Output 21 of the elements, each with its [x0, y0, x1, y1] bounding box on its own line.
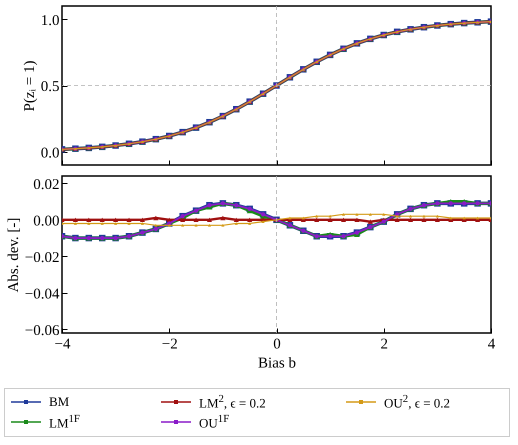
y-axis-title: Abs. dev. [-]	[6, 218, 22, 292]
y-tick-label: 0.02	[33, 176, 60, 193]
y-tick-label: −0.04	[24, 286, 60, 302]
legend-label: LM$^{2}$, ϵ = 0.2	[199, 393, 266, 412]
legend-label: OU$^{2}$, ϵ = 0.2	[384, 393, 450, 412]
y-tick-label: 1.0	[40, 12, 60, 29]
legend-label: LM$^{1F}$	[49, 413, 80, 432]
y-tick-label: 0.00	[33, 213, 60, 230]
x-tick-label: 0	[273, 336, 281, 352]
y-axis-title: P(zᵢ = 1)	[22, 60, 38, 112]
legend-label: BM	[49, 394, 70, 410]
x-axis-title: Bias b	[258, 356, 296, 372]
y-tick-label: −0.02	[24, 250, 60, 266]
x-tick-label: −4	[54, 336, 71, 352]
x-tick-label: 4	[488, 336, 496, 352]
y-tick-label: −0.06	[24, 322, 60, 339]
x-tick-label: 2	[380, 336, 388, 352]
legend-label: OU$^{1F}$	[199, 413, 230, 432]
x-tick-label: −2	[162, 336, 178, 352]
y-tick-label: 0.0	[40, 145, 60, 162]
y-tick-label: 0.5	[40, 79, 60, 95]
